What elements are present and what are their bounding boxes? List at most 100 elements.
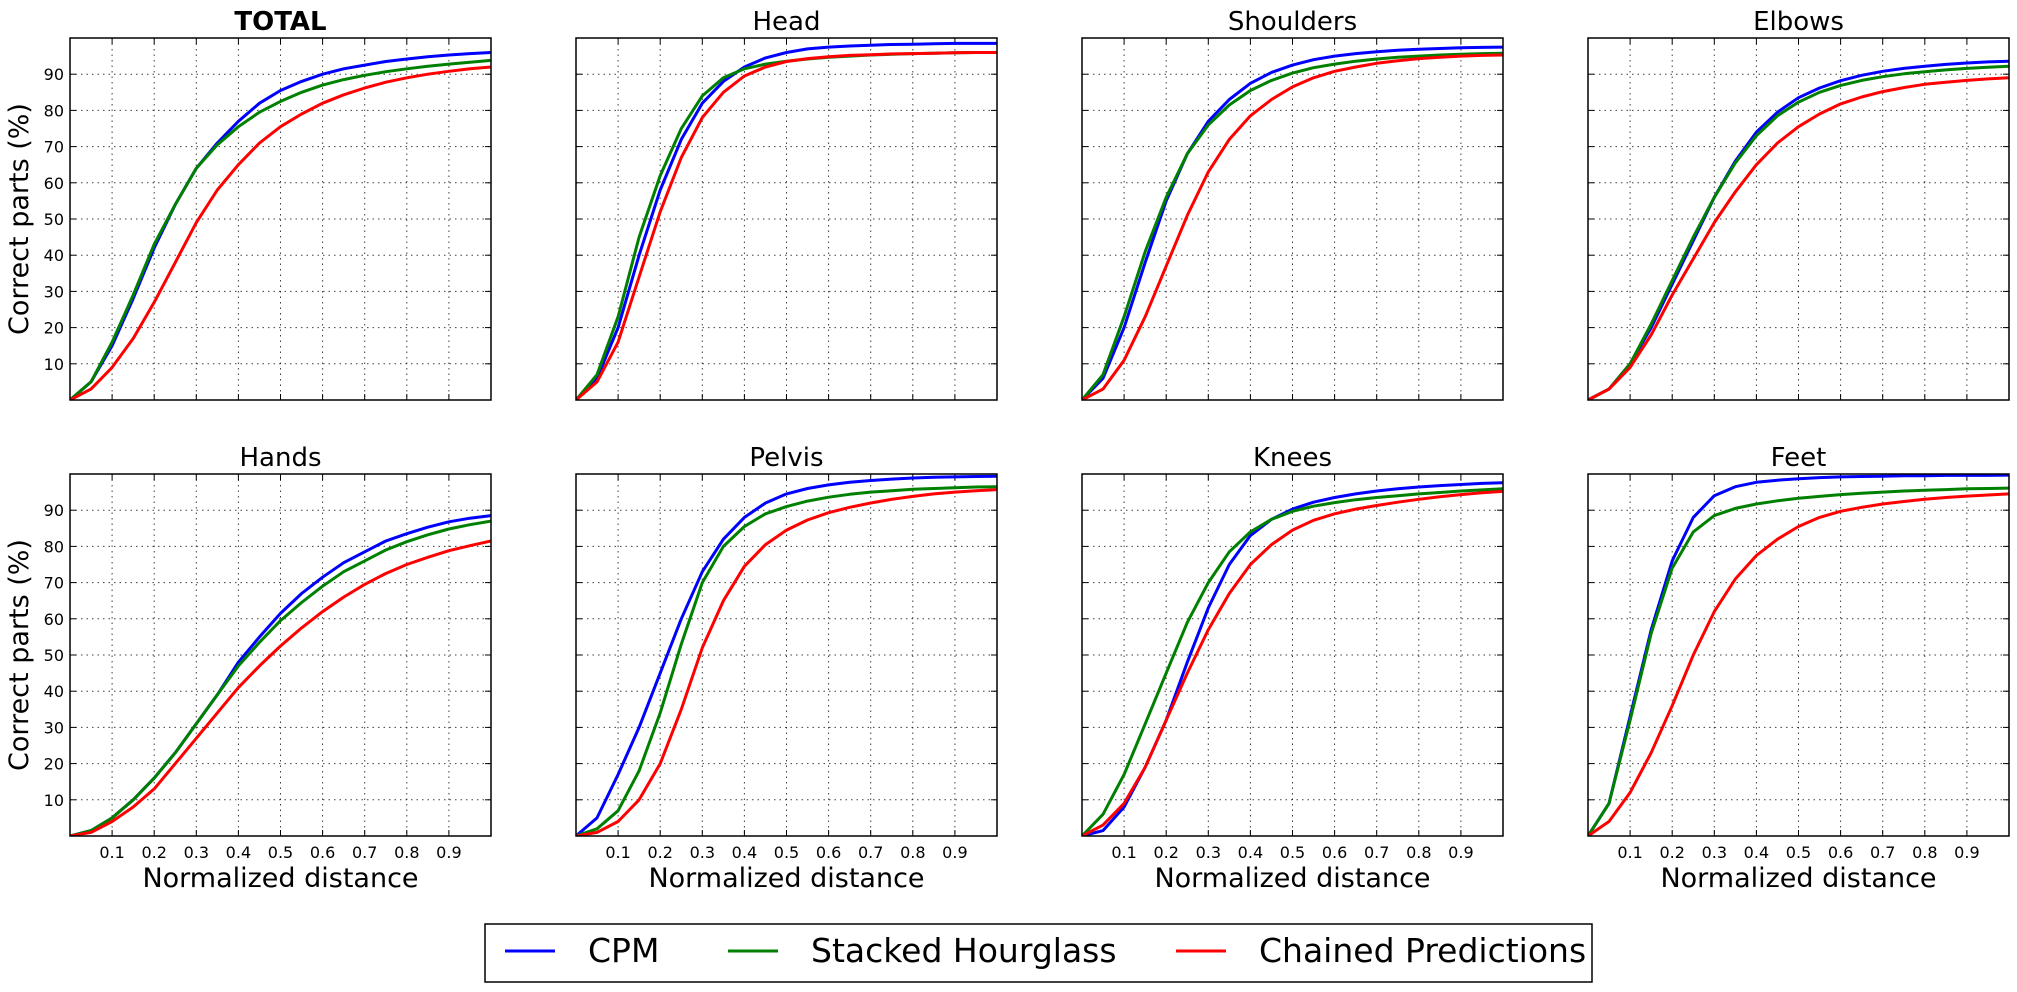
series-line-chained-predictions xyxy=(1082,53,1503,400)
panel-feet: Feet 0.1 0.2 0.3 0.4 0.5 0.6 0.7 0.8 0.9 Normalize… xyxy=(1587,443,2010,894)
y-tick-label: 40 xyxy=(44,246,64,265)
series-line-stacked-hourglass xyxy=(1588,64,2009,400)
panel-title: Shoulders xyxy=(1228,7,1357,37)
legend-entry-chained-predictions: Chained Predictions xyxy=(1176,931,1586,970)
series-line-cpm xyxy=(1082,45,1503,400)
legend: CPM Stacked Hourglass Chained Predictions xyxy=(484,923,1593,983)
x-tick-label: 0.1 xyxy=(99,843,124,862)
y-tick-label: 10 xyxy=(44,791,64,810)
panel-head: Head xyxy=(575,7,998,401)
series-group xyxy=(576,41,997,400)
x-tick-label: 0.7 xyxy=(1870,843,1895,862)
series-line-stacked-hourglass xyxy=(1082,51,1503,400)
panel-frame xyxy=(1587,473,2010,837)
x-tick-label: 0.3 xyxy=(184,843,209,862)
series-group xyxy=(576,474,997,836)
x-tick-label: 0.8 xyxy=(1406,843,1431,862)
x-tick-label: 0.7 xyxy=(858,843,883,862)
x-tick-label: 0.5 xyxy=(268,843,293,862)
legend-frame xyxy=(484,923,1593,983)
series-line-stacked-hourglass xyxy=(70,58,491,400)
x-tick-label: 0.9 xyxy=(1954,843,1979,862)
y-tick-label: 30 xyxy=(44,282,64,301)
y-axis-label: Correct parts (%) xyxy=(4,103,35,335)
x-tick-label: 0.8 xyxy=(900,843,925,862)
panel-hands: Hands 10 20 30 40 50 60 70 80 90 Correct parts (%)… xyxy=(4,443,492,894)
x-tick-label: 0.2 xyxy=(141,843,166,862)
series-group xyxy=(70,51,491,400)
x-tick-label: 0.2 xyxy=(647,843,672,862)
series-line-chained-predictions xyxy=(70,65,491,400)
y-tick-label: 90 xyxy=(44,501,64,520)
x-tick-label: 0.3 xyxy=(1196,843,1221,862)
x-tick-label: 0.5 xyxy=(774,843,799,862)
x-tick-label: 0.6 xyxy=(1828,843,1853,862)
legend-entry-cpm: CPM xyxy=(505,931,659,970)
y-tick-label: 50 xyxy=(44,210,64,229)
series-line-cpm xyxy=(1588,59,2009,400)
x-tick-label: 0.8 xyxy=(1912,843,1937,862)
panel-title: Feet xyxy=(1771,443,1827,473)
x-axis-label: Normalized distance xyxy=(1660,863,1936,894)
series-line-stacked-hourglass xyxy=(70,519,491,836)
series-line-stacked-hourglass xyxy=(1588,486,2009,836)
x-tick-label: 0.9 xyxy=(942,843,967,862)
legend-entry-stacked-hourglass: Stacked Hourglass xyxy=(728,931,1117,970)
x-tick-label: 0.4 xyxy=(226,843,251,862)
panel-frame xyxy=(1081,37,1504,401)
panel-title: TOTAL xyxy=(234,7,326,37)
y-tick-label: 70 xyxy=(44,138,64,157)
x-tick-label: 0.1 xyxy=(1111,843,1136,862)
x-tick-label: 0.2 xyxy=(1659,843,1684,862)
x-tick-label: 0.7 xyxy=(1364,843,1389,862)
panel-frame xyxy=(1587,37,2010,401)
x-axis-label: Normalized distance xyxy=(1154,863,1430,894)
y-tick-label: 80 xyxy=(44,101,64,120)
y-tick-label: 70 xyxy=(44,574,64,593)
panel-title: Head xyxy=(753,7,821,37)
x-tick-label: 0.4 xyxy=(1744,843,1769,862)
x-tick-label: 0.8 xyxy=(394,843,419,862)
panel-pelvis: Pelvis 0.1 0.2 0.3 0.4 0.5 0.6 0.7 0.8 0.9 Normali… xyxy=(575,443,998,894)
x-tick-label: 0.1 xyxy=(1617,843,1642,862)
panel-title: Elbows xyxy=(1753,7,1844,37)
x-tick-label: 0.7 xyxy=(352,843,377,862)
y-tick-label: 50 xyxy=(44,646,64,665)
y-axis-label: Correct parts (%) xyxy=(4,539,35,771)
series-line-chained-predictions xyxy=(576,51,997,400)
panel-elbows: Elbows xyxy=(1587,7,2010,401)
y-tick-label: 90 xyxy=(44,65,64,84)
x-tick-label: 0.9 xyxy=(1448,843,1473,862)
panel-frame xyxy=(575,37,998,401)
series-line-chained-predictions xyxy=(1588,76,2009,400)
x-tick-label: 0.5 xyxy=(1786,843,1811,862)
x-axis-label: Normalized distance xyxy=(648,863,924,894)
series-group xyxy=(1588,59,2009,400)
panel-frame xyxy=(1081,473,1504,837)
y-tick-label: 80 xyxy=(44,537,64,556)
series-line-chained-predictions xyxy=(1588,492,2009,836)
y-tick-label: 20 xyxy=(44,319,64,338)
series-group xyxy=(1082,45,1503,400)
series-line-stacked-hourglass xyxy=(1082,487,1503,836)
series-line-chained-predictions xyxy=(576,488,997,836)
series-group xyxy=(70,514,491,836)
x-tick-label: 0.5 xyxy=(1280,843,1305,862)
y-tick-label: 10 xyxy=(44,355,64,374)
series-line-chained-predictions xyxy=(1082,489,1503,836)
x-tick-label: 0.4 xyxy=(1238,843,1263,862)
series-group xyxy=(1082,481,1503,836)
x-axis-label: Normalized distance xyxy=(142,863,418,894)
y-tick-label: 40 xyxy=(44,682,64,701)
series-line-stacked-hourglass xyxy=(576,485,997,836)
x-tick-label: 0.2 xyxy=(1153,843,1178,862)
panel-frame xyxy=(69,37,492,401)
series-line-cpm xyxy=(576,474,997,836)
x-tick-label: 0.3 xyxy=(1702,843,1727,862)
x-tick-label: 0.4 xyxy=(732,843,757,862)
panel-title: Hands xyxy=(239,443,321,473)
series-line-chained-predictions xyxy=(70,539,491,836)
series-line-cpm xyxy=(576,41,997,400)
y-tick-label: 60 xyxy=(44,174,64,193)
